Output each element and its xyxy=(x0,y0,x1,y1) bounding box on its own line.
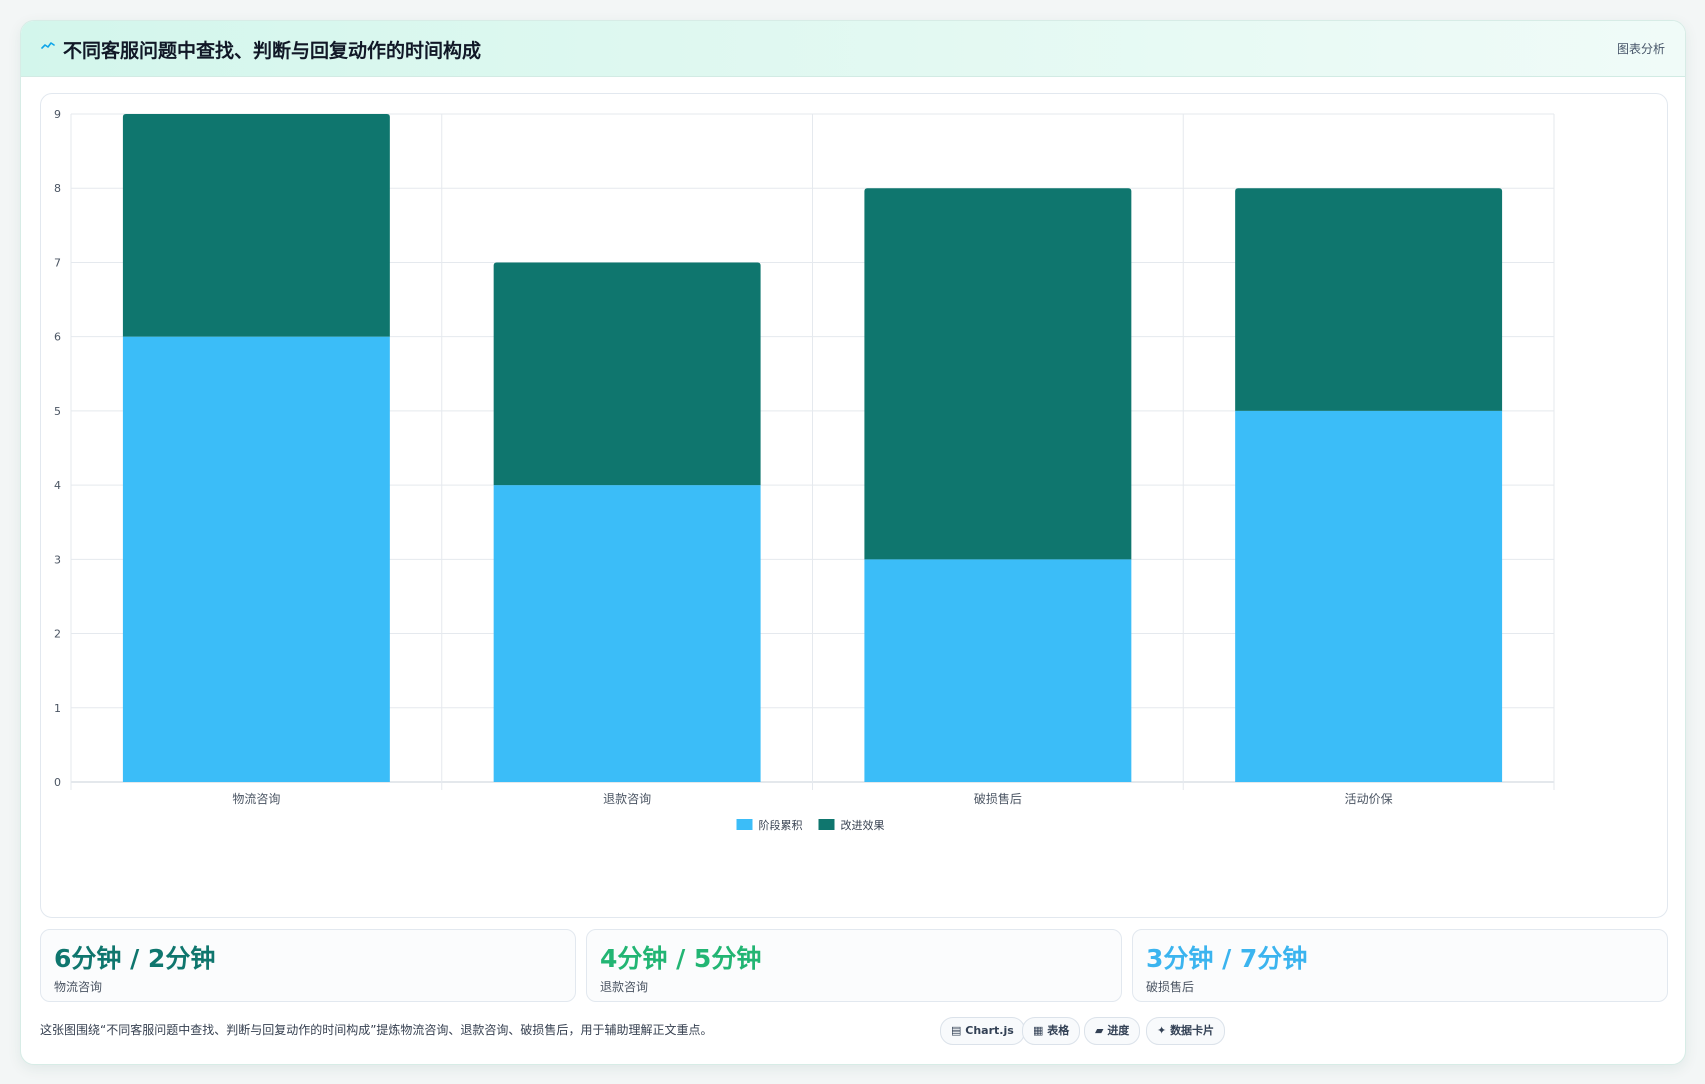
stat-card-logistics: 6分钟 / 2分钟 物流咨询 xyxy=(40,929,576,1002)
chart-icon: ▤ xyxy=(951,1024,962,1037)
card-header: 不同客服问题中查找、判断与回复动作的时间构成 图表分析 xyxy=(21,21,1685,77)
chart-title: 不同客服问题中查找、判断与回复动作的时间构成 xyxy=(63,40,482,62)
bar-segment xyxy=(864,559,1132,782)
x-tick-label: 退款咨询 xyxy=(603,791,651,806)
sparkle-icon: ✦ xyxy=(1157,1024,1167,1037)
y-tick-label: 7 xyxy=(54,256,61,269)
x-tick-label: 物流咨询 xyxy=(232,791,280,806)
legend-swatch xyxy=(818,819,835,830)
chip-progress[interactable]: ▰ 进度 xyxy=(1084,1017,1141,1045)
chart-card: 不同客服问题中查找、判断与回复动作的时间构成 图表分析 0 1 2 3 4 5 6 7 8 9 物流… xyxy=(20,20,1686,1065)
wave-line-icon xyxy=(41,42,55,49)
chip-label: 表格 xyxy=(1047,1024,1070,1037)
bar-segment xyxy=(493,262,761,486)
bar-segment xyxy=(122,114,390,337)
x-tick-label: 破损售后 xyxy=(974,791,1022,806)
stat-label: 退款咨询 xyxy=(600,980,649,994)
bar-segment xyxy=(1235,410,1503,782)
header-tag[interactable]: 图表分析 xyxy=(1616,42,1665,56)
x-tick-label: 活动价保 xyxy=(1345,792,1393,806)
y-tick-label: 5 xyxy=(54,405,61,418)
chart-area: 0 1 2 3 4 5 6 7 8 9 物流咨询 退款咨询 破损售后 活动价保阶段累积 改进效果 xyxy=(40,93,1668,918)
chip-label: Chart.js xyxy=(965,1024,1014,1037)
stat-card-refund: 4分钟 / 5分钟 退款咨询 xyxy=(586,929,1122,1002)
y-tick-label: 3 xyxy=(54,553,61,566)
y-tick-label: 8 xyxy=(54,182,61,195)
stat-value: 6分钟 / 2分钟 xyxy=(54,944,216,973)
y-tick-label: 4 xyxy=(54,479,61,492)
chip-data-card[interactable]: ✦ 数据卡片 xyxy=(1146,1017,1226,1045)
bar-segment xyxy=(1235,188,1503,411)
bar-segment xyxy=(864,188,1132,560)
stat-value: 4分钟 / 5分钟 xyxy=(600,944,762,973)
y-tick-label: 1 xyxy=(54,702,61,715)
chip-label: 数据卡片 xyxy=(1170,1024,1215,1037)
stat-card-damage: 3分钟 / 7分钟 破损售后 xyxy=(1132,929,1668,1002)
chart-caption: 这张图围绕“不同客服问题中查找、判断与回复动作的时间构成”提炼物流咨询、退款咨询… xyxy=(40,1023,713,1037)
chip-label: 进度 xyxy=(1107,1024,1130,1037)
progress-icon: ▰ xyxy=(1095,1024,1104,1037)
stat-label: 破损售后 xyxy=(1146,980,1195,994)
bar-segment xyxy=(122,336,390,782)
legend-label: 阶段累积 xyxy=(759,818,803,832)
y-tick-label: 9 xyxy=(54,108,61,121)
legend-label: 改进效果 xyxy=(841,818,885,832)
table-icon: ▦ xyxy=(1033,1024,1044,1037)
chip-table[interactable]: ▦ 表格 xyxy=(1022,1017,1081,1045)
bar-segment xyxy=(493,485,761,782)
chip-chartjs[interactable]: ▤ Chart.js xyxy=(940,1017,1025,1045)
y-tick-label: 2 xyxy=(54,628,61,641)
y-tick-label: 0 xyxy=(54,776,61,789)
stat-value: 3分钟 / 7分钟 xyxy=(1146,944,1308,973)
stat-label: 物流咨询 xyxy=(54,980,103,994)
legend-swatch xyxy=(736,819,753,830)
y-tick-label: 6 xyxy=(54,331,61,344)
